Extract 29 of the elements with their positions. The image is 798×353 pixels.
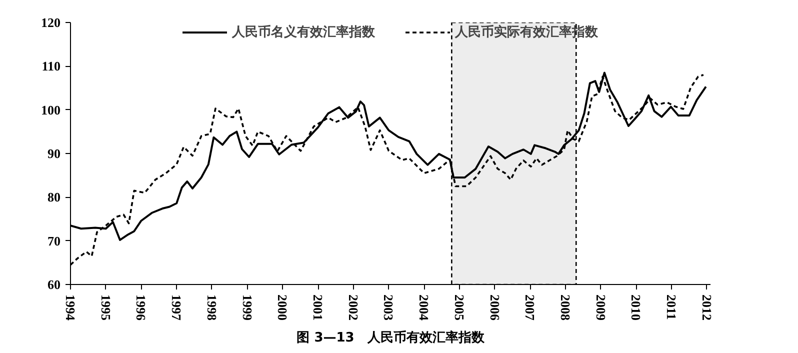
x-tick-label: 1994 (63, 294, 78, 321)
x-tick-label: 1997 (169, 294, 184, 321)
y-tick-label: 60 (48, 277, 60, 292)
x-tick-label: 2003 (381, 294, 396, 321)
legend-label: 人民币名义有效汇率指数 (232, 24, 375, 41)
x-tick-label: 1998 (204, 294, 220, 321)
x-tick-label: 2005 (452, 294, 467, 321)
y-tick-label: 90 (48, 146, 60, 161)
legend-label: 人民币实际有效汇率指数 (455, 24, 598, 41)
x-tick-label: 2000 (275, 294, 290, 320)
x-tick-label: 2001 (310, 294, 326, 320)
x-tick-label: 2002 (346, 294, 361, 320)
y-tick-label: 120 (41, 15, 60, 30)
x-tick-label: 2007 (522, 294, 538, 321)
x-tick-label: 1996 (134, 294, 149, 321)
text: 图 3—13 人民币有效汇率指数 (296, 330, 486, 346)
y-tick-label: 110 (42, 58, 61, 74)
x-tick-label: 2011 (664, 294, 680, 320)
x-tick-label: 2009 (593, 294, 608, 321)
x-tick-label: 1995 (98, 294, 114, 321)
x-tick-label: 2010 (628, 294, 644, 320)
y-tick-label: 80 (48, 190, 60, 205)
x-tick-label: 1999 (240, 294, 255, 321)
x-tick-label: 2008 (558, 294, 574, 321)
x-tick-label: 2004 (416, 294, 432, 321)
x-tick-label: 2012 (699, 294, 714, 320)
y-tick-label: 100 (41, 102, 60, 118)
y-tick-label: 70 (48, 233, 60, 248)
x-tick-label: 2006 (487, 294, 502, 321)
